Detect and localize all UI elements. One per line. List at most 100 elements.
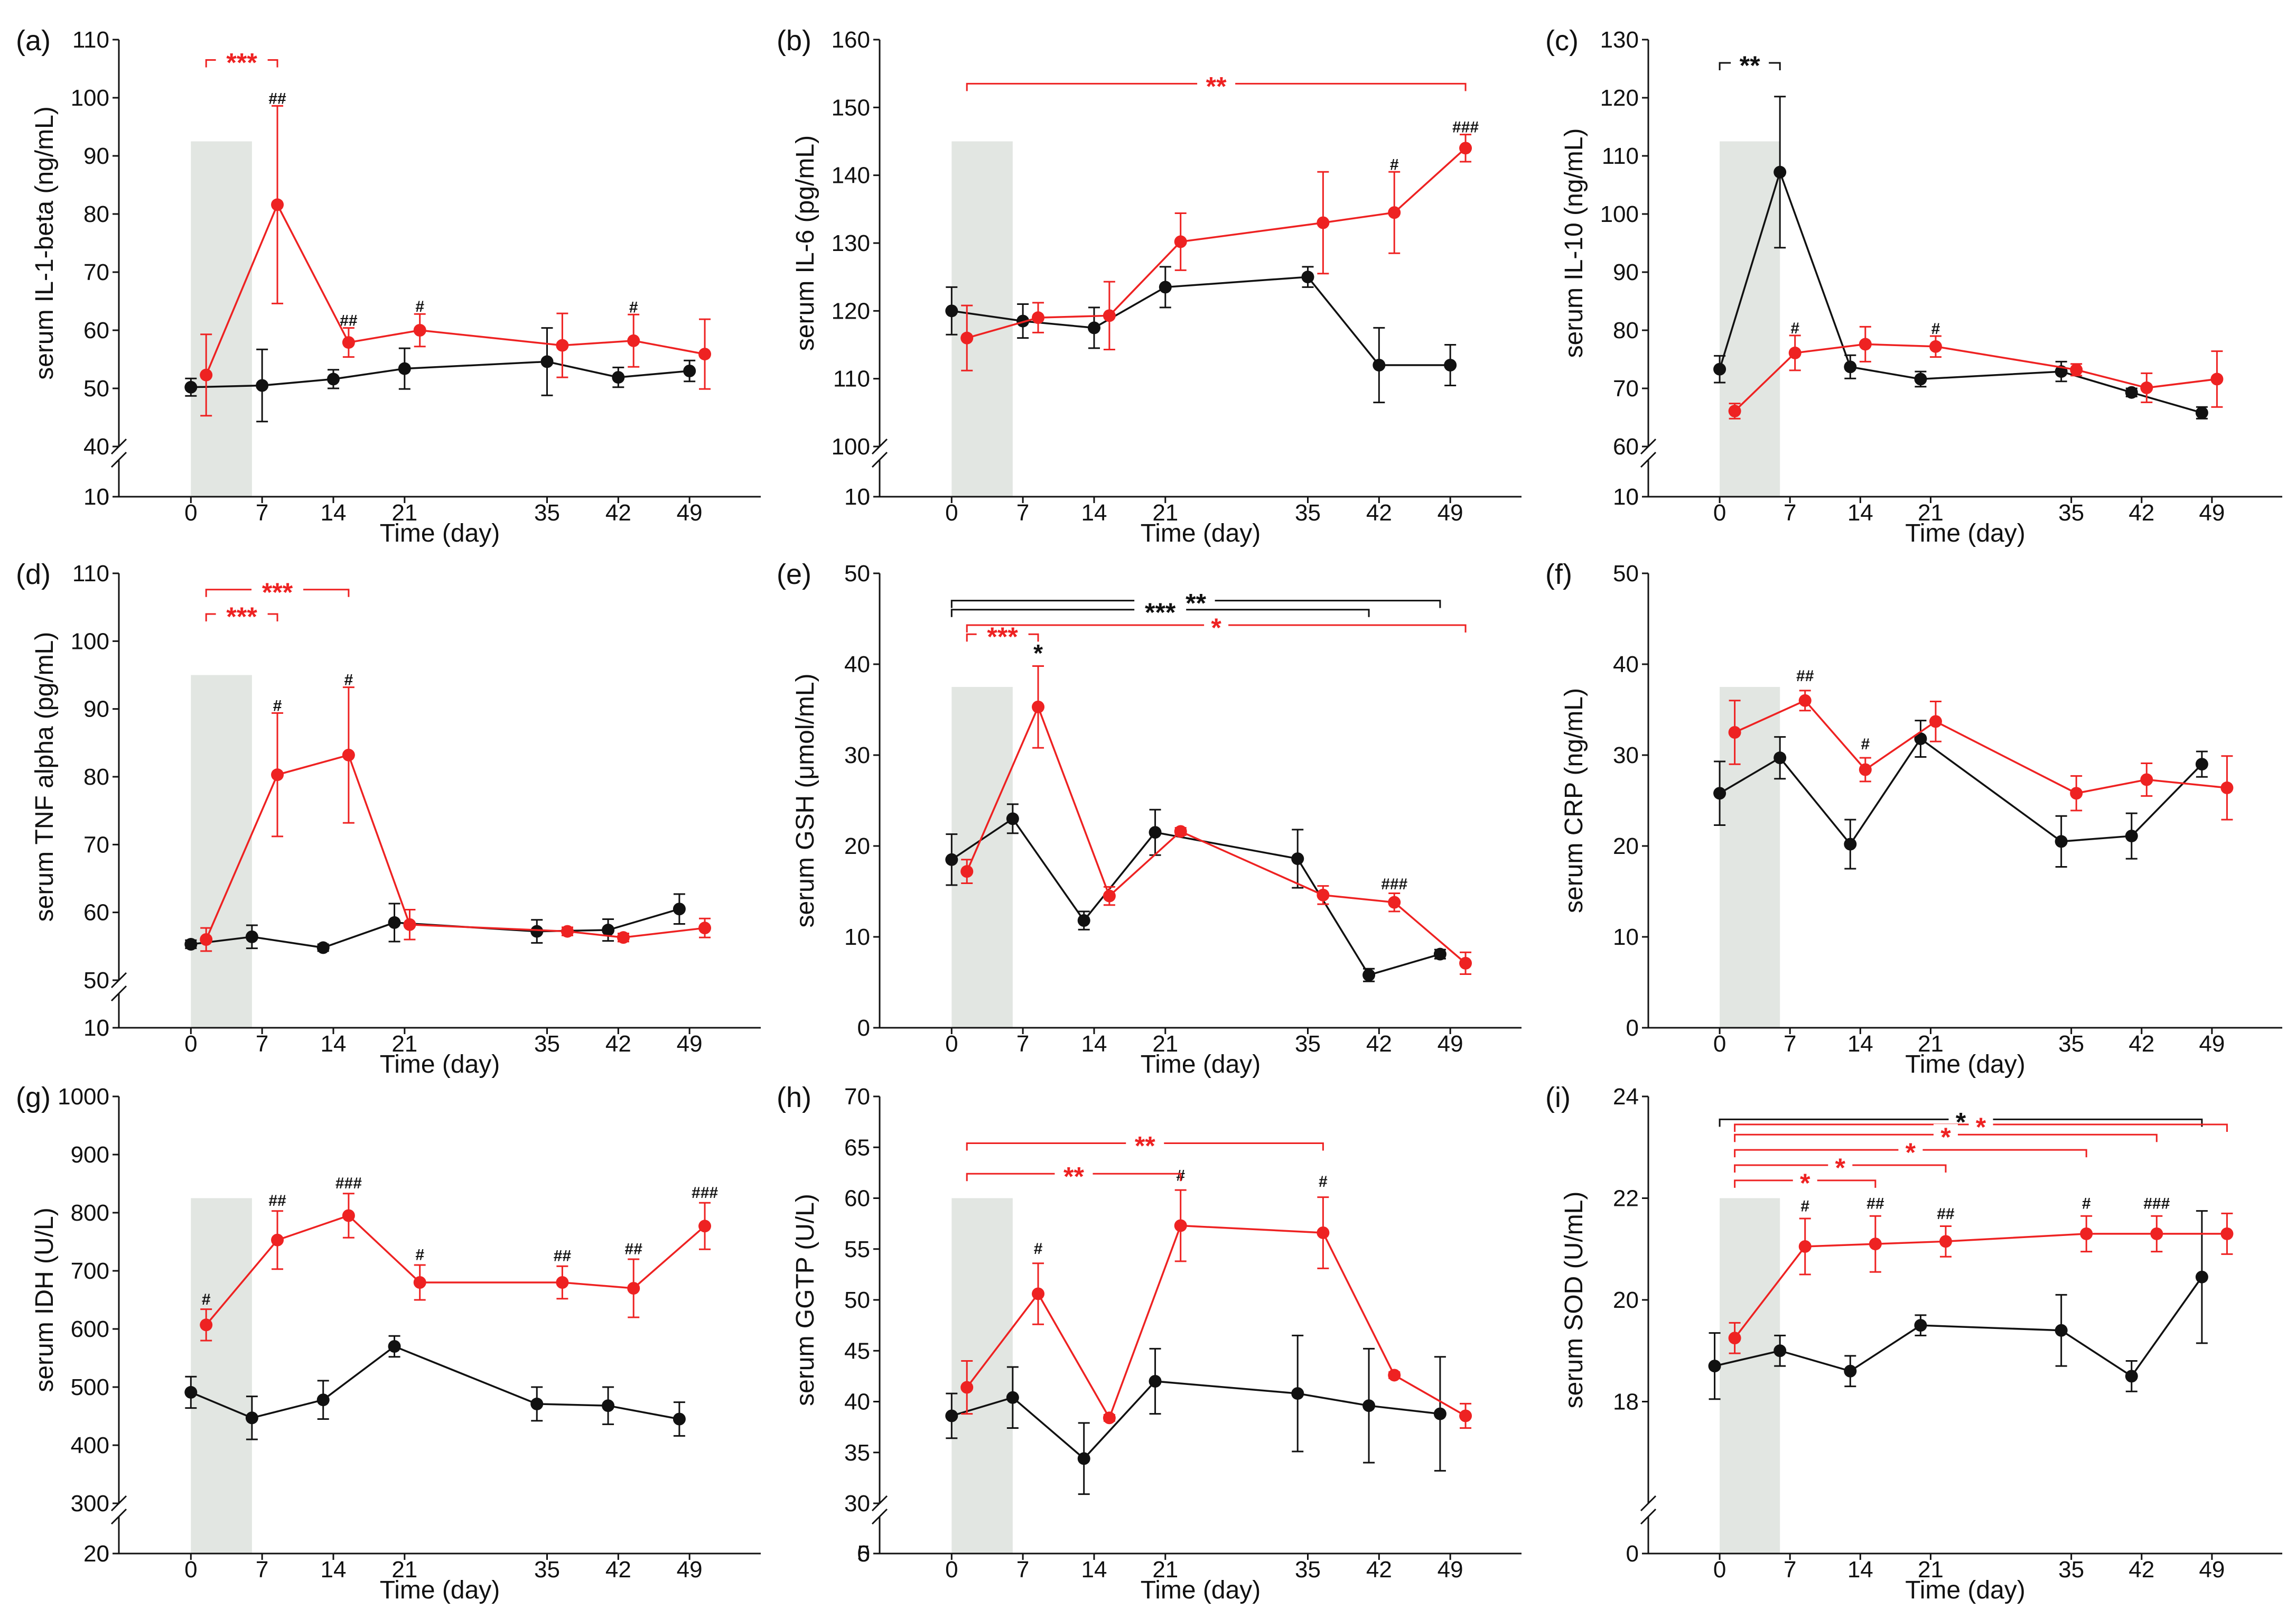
y-tick-label: 65	[844, 1135, 870, 1160]
data-point	[200, 933, 213, 946]
y-tick-label: 60	[844, 1186, 870, 1212]
data-point	[413, 1276, 426, 1289]
series-treatment	[200, 686, 712, 952]
series-line	[205, 754, 705, 940]
significance-annotation: #	[629, 299, 638, 316]
x-tick-label: 35	[2058, 1557, 2084, 1583]
data-point	[1174, 825, 1187, 838]
y-tick-label: 18	[1613, 1389, 1639, 1415]
y-tick-label: 100	[1600, 201, 1639, 227]
series-treatment	[960, 134, 1472, 371]
data-point	[1914, 373, 1927, 386]
series-treatment	[200, 105, 712, 417]
y-tick-label: 800	[71, 1200, 109, 1226]
y-tick-label: 110	[72, 27, 109, 53]
significance-annotation: ##	[268, 1192, 286, 1210]
data-point	[388, 916, 401, 929]
data-point	[316, 941, 330, 954]
data-point	[1006, 1391, 1019, 1404]
data-point	[326, 373, 340, 386]
bracket-label: *	[1211, 613, 1221, 643]
x-tick-label: 7	[256, 500, 268, 526]
y-tick-label: 0	[97, 1015, 109, 1041]
x-tick-label: 35	[1295, 1031, 1321, 1057]
data-point	[1459, 142, 1472, 155]
data-point	[627, 1282, 640, 1295]
data-point	[1362, 1399, 1376, 1412]
x-tick-label: 49	[677, 1557, 703, 1583]
y-tick-label: 60	[83, 318, 109, 343]
data-point	[2140, 773, 2153, 786]
significance-annotation: #	[415, 298, 424, 315]
shaded-region	[1720, 141, 1780, 497]
y-tick-label: 24	[1613, 1084, 1639, 1110]
data-point	[1291, 852, 1304, 866]
data-point	[1939, 1235, 1952, 1248]
y-tick-label: 80	[1613, 318, 1639, 343]
y-tick-label: 160	[832, 27, 870, 53]
x-axis-title: Time (day)	[1905, 1050, 2026, 1078]
bracket-label: **	[1063, 1161, 1084, 1191]
bracket-label: ***	[987, 622, 1018, 652]
bracket-label: ***	[1145, 598, 1176, 627]
data-point	[1444, 359, 1457, 371]
data-point	[1077, 914, 1090, 927]
x-axis-title: Time (day)	[1141, 1050, 1261, 1078]
x-tick-label: 42	[2129, 1557, 2154, 1583]
y-tick-label: 300	[71, 1491, 109, 1517]
x-tick-label: 42	[2129, 1031, 2154, 1057]
data-point	[2220, 1227, 2234, 1240]
bracket-label-bg	[1968, 1113, 1993, 1132]
x-tick-label: 7	[1784, 1031, 1796, 1057]
x-tick-label: 49	[2199, 1557, 2225, 1583]
significance-annotation: #	[1034, 1240, 1043, 1258]
bracket-label: *	[1800, 1168, 1810, 1198]
significance-annotation: *	[1033, 639, 1043, 667]
data-point	[627, 334, 640, 347]
data-point	[245, 930, 258, 943]
bracket-label: *	[1835, 1153, 1846, 1183]
x-tick-label: 49	[2199, 500, 2225, 526]
significance-annotation: #	[1790, 320, 1799, 337]
x-tick-label: 14	[1847, 1031, 1873, 1057]
y-tick-label: 130	[832, 230, 870, 256]
data-point	[2125, 830, 2138, 843]
data-point	[1087, 321, 1100, 334]
y-tick-label: 60	[83, 900, 109, 926]
shaded-region	[191, 675, 252, 1028]
x-tick-label: 42	[1366, 500, 1392, 526]
x-tick-label: 42	[1366, 1031, 1392, 1057]
bracket-label: *	[1906, 1138, 1916, 1167]
x-tick-label: 49	[677, 500, 703, 526]
series-control	[945, 1334, 1446, 1495]
data-point	[184, 1385, 198, 1399]
x-tick-label: 7	[1016, 1557, 1029, 1583]
bracket-label: *	[1940, 1122, 1951, 1152]
data-point	[1708, 1360, 1721, 1373]
y-axis-title: serum IL-6 (pg/mL)	[791, 135, 819, 351]
x-tick-label: 21	[391, 1557, 417, 1583]
significance-annotation: #	[202, 1291, 211, 1308]
data-point	[2195, 1270, 2208, 1284]
x-axis-title: Time (day)	[1141, 519, 1261, 547]
x-tick-label: 21	[1152, 500, 1178, 526]
x-tick-label: 42	[2129, 500, 2154, 526]
data-point	[1317, 216, 1330, 229]
x-axis-title: Time (day)	[1905, 519, 2026, 547]
data-point	[960, 865, 974, 878]
data-point	[1103, 1411, 1116, 1425]
data-point	[342, 1209, 355, 1222]
data-point	[1077, 1452, 1090, 1465]
data-point	[1728, 404, 1741, 417]
data-point	[1859, 763, 1872, 776]
data-point	[1774, 165, 1787, 179]
x-tick-label: 49	[677, 1031, 703, 1057]
data-point	[561, 925, 574, 938]
x-tick-label: 7	[1016, 1031, 1029, 1057]
y-tick-label: 400	[71, 1433, 109, 1458]
y-tick-label: 500	[71, 1374, 109, 1400]
x-tick-label: 21	[1918, 500, 1944, 526]
x-tick-label: 7	[1784, 1557, 1796, 1583]
